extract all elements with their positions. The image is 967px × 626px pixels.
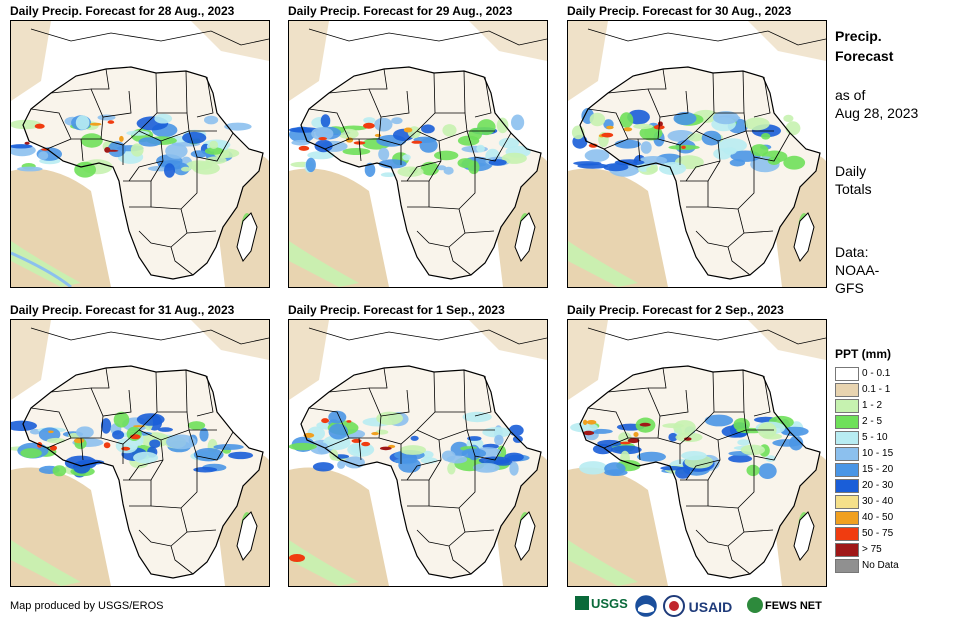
precip-map [10,20,270,288]
daily-totals: Daily Totals [835,162,872,198]
as-of-date: as of Aug 28, 2023 [835,86,918,122]
precip-map [288,20,548,288]
legend-label: 0 - 0.1 [862,368,891,379]
noaa-logo [635,595,657,620]
totals-line2: Totals [835,181,872,197]
precip-map [10,319,270,587]
forecast-panel: Daily Precip. Forecast for 1 Sep., 2023 [288,302,548,587]
legend-swatch [835,543,859,557]
data-line1: Data: [835,244,869,260]
panel-title: Daily Precip. Forecast for 30 Aug., 2023 [567,4,792,18]
legend-label: 10 - 15 [862,448,894,459]
legend-label: > 75 [862,544,882,555]
legend-label: 0.1 - 1 [862,384,891,395]
as-of-line1: as of [835,87,866,103]
forecast-panel: Daily Precip. Forecast for 31 Aug., 2023 [10,302,270,587]
precip-map [567,20,827,288]
legend-swatch [835,463,859,477]
legend-label: 40 - 50 [862,512,894,523]
legend-swatch [835,527,859,541]
side-title-line2: Forecast [835,48,894,64]
forecast-panel: Daily Precip. Forecast for 30 Aug., 2023 [567,3,827,288]
map-credit: Map produced by USGS/EROS [10,600,164,612]
noaa-icon [635,595,657,617]
legend-label: 5 - 10 [862,432,888,443]
usgs-logo: USGS [575,596,628,611]
forecast-panel: Daily Precip. Forecast for 2 Sep., 2023 [567,302,827,587]
fews-net-logo: FEWS NET [747,597,822,613]
legend-swatch [835,399,859,413]
forecast-panel: Daily Precip. Forecast for 28 Aug., 2023 [10,3,270,288]
fews-globe-icon [747,597,763,613]
legend-swatch [835,447,859,461]
panel-title: Daily Precip. Forecast for 1 Sep., 2023 [288,303,505,317]
legend-swatch [835,479,859,493]
side-title-line1: Precip. [835,28,882,44]
legend-label: No Data [862,560,899,571]
legend-swatch [835,367,859,381]
legend-swatch [835,415,859,429]
usaid-seal-icon [663,595,685,617]
as-of-line2: Aug 28, 2023 [835,105,919,121]
legend-swatch [835,559,859,573]
totals-line1: Daily [835,163,867,179]
legend-swatch [835,431,859,445]
usaid-logo: USAID [663,595,732,617]
legend-label: 15 - 20 [862,464,894,475]
usgs-icon [575,596,589,610]
legend-label: 30 - 40 [862,496,894,507]
side-title: Precip. Forecast [835,26,893,66]
forecast-panel: Daily Precip. Forecast for 29 Aug., 2023 [288,3,548,288]
panel-title: Daily Precip. Forecast for 28 Aug., 2023 [10,4,235,18]
panel-title: Daily Precip. Forecast for 29 Aug., 2023 [288,4,513,18]
panel-title: Daily Precip. Forecast for 2 Sep., 2023 [567,303,784,317]
legend-swatch [835,495,859,509]
legend-swatch [835,383,859,397]
precip-map [288,319,548,587]
legend-label: 2 - 5 [862,416,883,427]
legend-label: 50 - 75 [862,528,894,539]
legend-title: PPT (mm) [835,347,892,361]
data-source: Data: NOAA- GFS [835,243,879,297]
panel-title: Daily Precip. Forecast for 31 Aug., 2023 [10,303,235,317]
data-line3: GFS [835,280,864,296]
precip-map [567,319,827,587]
data-line2: NOAA- [835,262,880,278]
legend-swatch [835,511,859,525]
legend-label: 20 - 30 [862,480,894,491]
legend-label: 1 - 2 [862,400,883,411]
